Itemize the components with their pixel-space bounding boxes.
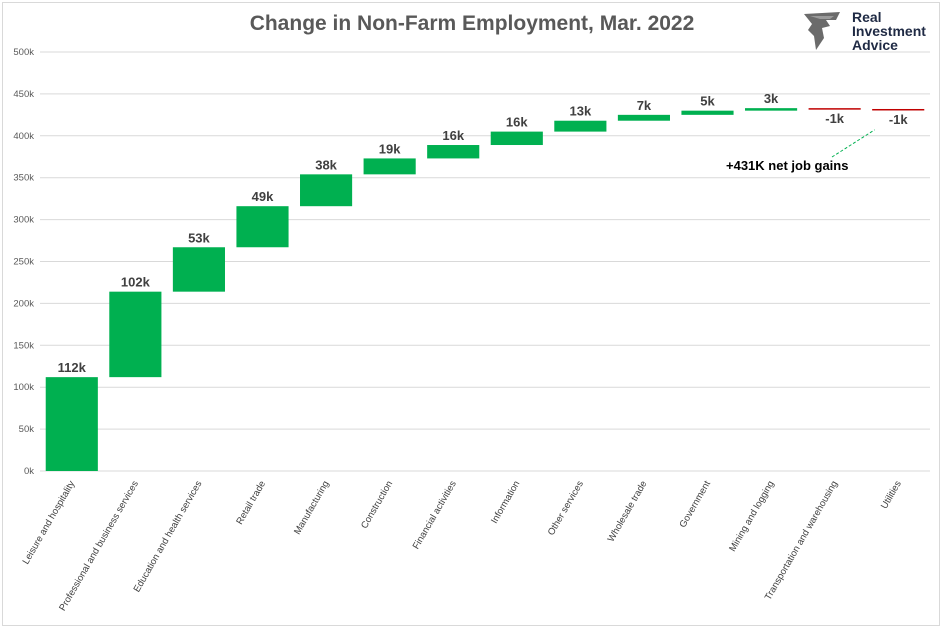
x-tick-label: Construction: [359, 479, 395, 531]
y-tick-label: 100k: [13, 382, 34, 393]
bar: [300, 174, 353, 207]
x-tick-label: Professional and business services: [57, 479, 141, 613]
x-tick-label: Utilities: [879, 479, 904, 511]
logo-line-2: Investment: [852, 23, 926, 39]
data-label: 7k: [637, 98, 652, 113]
data-label: 102k: [121, 275, 151, 290]
logo-line-3: Advice: [852, 37, 898, 53]
bar: [554, 120, 607, 132]
bar: [172, 247, 225, 292]
eagle-icon: [804, 12, 840, 50]
bar: [363, 158, 416, 175]
y-tick-label: 250k: [13, 257, 34, 268]
x-tick-label: Transportation and warehousing: [763, 479, 840, 602]
logo-text: Real Investment Advice: [852, 10, 926, 52]
data-label: 13k: [570, 104, 592, 119]
y-tick-label: 300k: [13, 215, 34, 226]
data-label: -1k: [889, 112, 909, 127]
x-tick-label: Financial activities: [411, 479, 459, 551]
bar: [745, 108, 798, 111]
bar: [45, 377, 98, 471]
data-label: 3k: [764, 91, 779, 106]
data-label: 19k: [379, 141, 401, 156]
data-label: 49k: [252, 189, 274, 204]
x-tick-label: Retail trade: [234, 479, 268, 527]
data-label: 16k: [442, 128, 464, 143]
logo-line-1: Real: [852, 9, 882, 25]
y-tick-label: 0k: [24, 466, 34, 477]
bar: [109, 291, 162, 378]
x-tick-label: Mining and logging: [727, 479, 776, 554]
y-tick-label: 350k: [13, 173, 34, 184]
y-tick-label: 200k: [13, 298, 34, 309]
data-label: 38k: [315, 157, 337, 172]
data-label: 5k: [700, 94, 715, 109]
y-tick-label: 500k: [13, 47, 34, 58]
bar: [427, 145, 480, 159]
x-tick-label: Government: [677, 479, 713, 530]
data-label: 53k: [188, 230, 210, 245]
x-tick-label: Leisure and hospitality: [21, 479, 78, 567]
bar: [490, 131, 543, 146]
data-label: 16k: [506, 115, 528, 130]
data-label: 112k: [58, 360, 87, 375]
x-tick-label: Education and health services: [132, 479, 205, 594]
logo: Real Investment Advice: [800, 8, 940, 54]
x-tick-label: Manufacturing: [292, 479, 332, 537]
bar: [236, 206, 289, 248]
net-gains-annotation: +431K net job gains: [726, 158, 849, 173]
x-tick-label: Information: [489, 479, 522, 526]
x-tick-label: Wholesale trade: [606, 479, 650, 544]
y-tick-label: 400k: [13, 131, 34, 142]
y-axis: 0k 50k 100k 150k 200k 250k 300k 350k 400k 450k 500…: [13, 47, 34, 477]
bar: [681, 110, 734, 115]
bar: [808, 108, 861, 110]
x-tick-label: Other services: [546, 479, 586, 538]
bar: [617, 114, 670, 121]
bar: [872, 108, 925, 111]
y-tick-label: 50k: [19, 424, 35, 435]
data-labels: 112k 102k 53k 49k 38k 19k 16k 16k 13k 7k 5k 3k -1k -1…: [58, 91, 909, 375]
bars: [45, 108, 925, 471]
y-tick-label: 150k: [13, 340, 34, 351]
data-label: -1k: [825, 111, 845, 126]
y-tick-label: 450k: [13, 89, 34, 100]
chart-title: Change in Non-Farm Employment, Mar. 2022: [249, 12, 695, 35]
annotation-leader-line: [831, 129, 875, 158]
